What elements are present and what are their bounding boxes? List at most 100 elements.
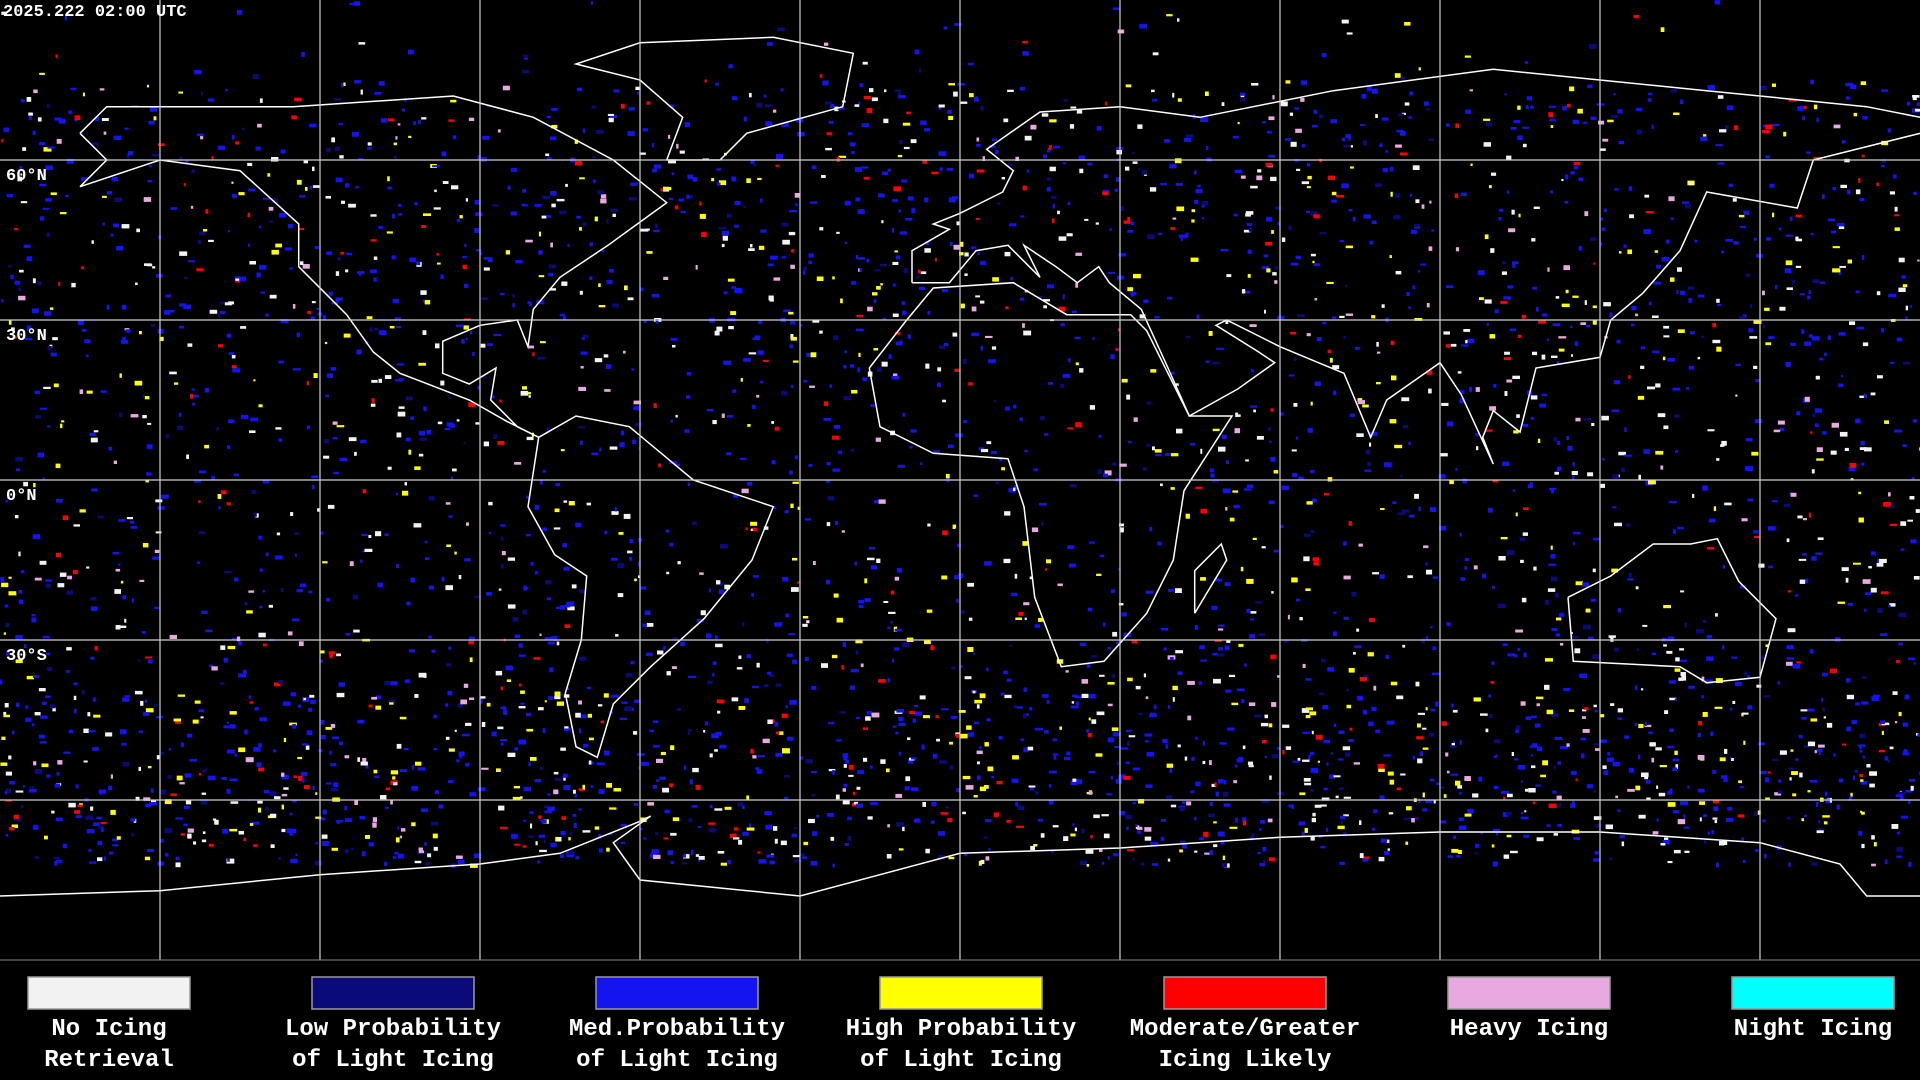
speckle: [1112, 7, 1121, 11]
speckle: [1327, 175, 1335, 181]
speckle: [1848, 467, 1856, 471]
speckle: [986, 667, 989, 672]
speckle: [1572, 801, 1575, 805]
speckle: [924, 639, 931, 645]
speckle: [550, 636, 558, 641]
speckle: [615, 634, 619, 637]
speckle: [716, 699, 725, 704]
speckle: [291, 618, 300, 622]
speckle: [267, 173, 271, 177]
speckle: [1590, 116, 1597, 120]
speckle: [586, 502, 591, 506]
speckle: [174, 382, 179, 385]
speckle: [131, 598, 134, 603]
speckle: [1837, 601, 1846, 604]
speckle: [493, 334, 502, 337]
speckle: [1662, 839, 1670, 845]
speckle: [220, 682, 225, 685]
speckle: [1500, 300, 1508, 304]
speckle: [1603, 208, 1607, 212]
speckle: [77, 804, 83, 807]
speckle: [1389, 779, 1395, 785]
speckle: [1081, 693, 1089, 698]
speckle: [1384, 462, 1392, 467]
speckle: [1024, 617, 1027, 620]
speckle: [746, 654, 752, 659]
speckle: [1676, 289, 1679, 295]
speckle: [1557, 440, 1561, 445]
speckle: [653, 403, 657, 408]
speckle: [802, 856, 808, 859]
speckle: [1565, 174, 1569, 180]
speckle: [83, 760, 88, 763]
speckle: [916, 275, 920, 279]
speckle: [974, 96, 979, 101]
speckle: [1638, 814, 1646, 819]
speckle: [445, 585, 453, 591]
speckle: [348, 203, 356, 208]
speckle: [253, 512, 257, 517]
speckle: [1494, 309, 1499, 314]
speckle: [302, 743, 309, 746]
speckle: [234, 276, 241, 279]
speckle: [1822, 431, 1827, 435]
speckle: [785, 705, 788, 709]
speckle: [914, 711, 922, 716]
speckle: [757, 350, 764, 355]
speckle: [1223, 803, 1231, 807]
speckle: [1292, 760, 1300, 763]
speckle: [1814, 750, 1817, 754]
speckle: [545, 153, 550, 157]
speckle: [1261, 266, 1269, 270]
speckle: [1451, 743, 1455, 748]
speckle: [32, 130, 36, 135]
speckle: [1913, 576, 1920, 580]
speckle: [1765, 342, 1772, 346]
speckle: [731, 176, 736, 182]
speckle: [200, 134, 204, 140]
speckle: [1652, 315, 1659, 318]
speckle: [335, 297, 343, 301]
speckle: [544, 637, 552, 641]
speckle: [218, 313, 221, 318]
speckle: [811, 685, 817, 690]
speckle: [419, 438, 428, 441]
legend-swatch: [595, 976, 759, 1010]
speckle: [196, 561, 201, 564]
speckle: [676, 143, 679, 149]
speckle: [627, 297, 634, 301]
speckle: [945, 806, 950, 809]
speckle: [1788, 767, 1796, 770]
speckle: [145, 804, 151, 808]
speckle: [1237, 688, 1245, 692]
speckle: [1688, 685, 1696, 689]
speckle: [474, 228, 480, 233]
speckle: [582, 744, 589, 748]
speckle: [1342, 832, 1347, 837]
speckle: [1119, 206, 1124, 212]
speckle: [1593, 790, 1596, 793]
speckle: [1492, 585, 1496, 589]
speckle: [1668, 196, 1675, 202]
speckle: [998, 736, 1003, 740]
speckle: [1199, 837, 1205, 841]
speckle: [258, 535, 263, 540]
speckle: [1860, 440, 1865, 446]
speckle: [653, 744, 660, 748]
speckle: [1280, 412, 1284, 416]
speckle: [6, 194, 14, 198]
speckle: [1881, 165, 1885, 168]
speckle: [860, 663, 864, 668]
speckle: [319, 659, 323, 663]
speckle: [1779, 306, 1786, 311]
speckle: [198, 500, 201, 503]
speckle: [1876, 559, 1879, 563]
speckle: [1841, 140, 1846, 144]
speckle: [1579, 673, 1587, 678]
speckle: [947, 818, 953, 823]
speckle: [1272, 95, 1275, 100]
speckle: [1033, 468, 1038, 471]
speckle: [578, 386, 586, 391]
speckle: [1713, 806, 1719, 812]
speckle: [542, 195, 550, 200]
